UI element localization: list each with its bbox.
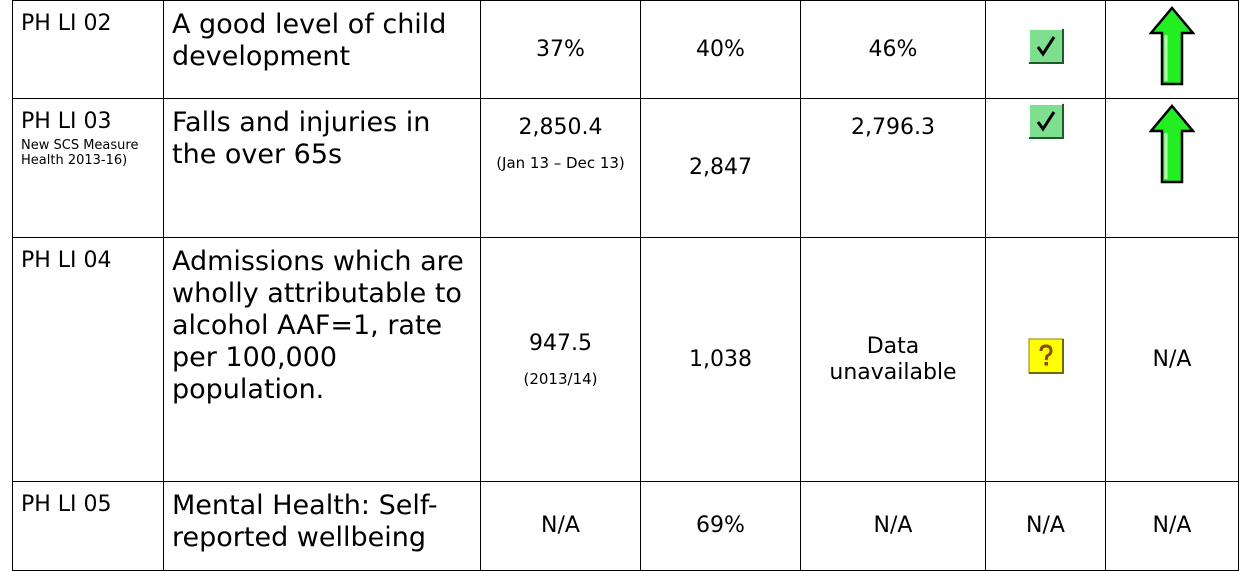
cell-text: 37%: [536, 36, 585, 62]
table-body: PH LI 02 A good level of child developmen…: [12, 0, 1239, 571]
table-cell: 2,847: [640, 98, 801, 239]
table-row: PH LI 02 A good level of child developmen…: [12, 0, 1239, 100]
cell-text: 69%: [696, 513, 745, 539]
table-cell: 69%: [640, 481, 801, 571]
table-cell: 2,796.3: [800, 98, 986, 239]
table-cell: Falls and injuries in the over 65s: [163, 98, 481, 239]
cell-text: 2,847: [689, 155, 752, 181]
table-cell: [985, 98, 1106, 239]
table-cell: PH LI 03 New SCS Measure Health 2013-16): [12, 98, 164, 239]
cell-text: N/A: [1152, 346, 1192, 372]
question-icon: [1028, 338, 1064, 375]
table-cell: [985, 0, 1106, 100]
cell-text: PH LI 05: [21, 492, 112, 518]
cell-text: 40%: [696, 36, 745, 62]
arrow-up-icon: [1148, 104, 1196, 184]
table-cell: 2,850.4 (Jan 13 – Dec 13): [480, 98, 641, 239]
check-icon: [1027, 28, 1064, 64]
cell-text: PH LI 03: [21, 109, 112, 135]
cell-note: New SCS Measure Health 2013-16): [21, 137, 139, 169]
table-cell: 46%: [800, 0, 986, 100]
table-cell: PH LI 02: [12, 0, 164, 100]
cell-text: Mental Health: Self-reported wellbeing: [172, 490, 438, 554]
check-icon: [1027, 103, 1064, 140]
table-cell: N/A: [1105, 481, 1239, 571]
table-cell: Admissions which are wholly attributable…: [163, 237, 481, 483]
table-cell: N/A: [985, 481, 1106, 571]
table-row: PH LI 03 New SCS Measure Health 2013-16) F…: [12, 98, 1239, 239]
cell-text: Admissions which are wholly attributable…: [172, 246, 464, 405]
cell-note: (Jan 13 – Dec 13): [496, 153, 625, 172]
cell-text: PH LI 04: [21, 248, 112, 274]
cell-note: (2013/14): [523, 369, 598, 388]
cell-text: N/A: [873, 513, 913, 539]
table-cell: N/A: [1105, 237, 1239, 483]
cell-text: Falls and injuries in the over 65s: [172, 107, 431, 171]
table-cell: 1,038: [640, 237, 801, 483]
table-row: PH LI 04 Admissions which are wholly attr…: [12, 237, 1239, 483]
table-cell: [1105, 0, 1239, 100]
cell-text: 2,796.3: [851, 115, 935, 141]
table-cell: 947.5 (2013/14): [480, 237, 641, 483]
kpi-table: PH LI 02 A good level of child developmen…: [12, 0, 1239, 571]
cell-text: N/A: [541, 513, 580, 539]
table-cell: 37%: [480, 0, 641, 100]
cell-text: 2,850.4: [518, 115, 603, 141]
cell-text: PH LI 02: [21, 11, 112, 36]
cell-text: 1,038: [689, 346, 752, 372]
cell-text: Data unavailable: [829, 333, 957, 385]
table-cell: [985, 237, 1106, 483]
table-cell: Mental Health: Self-reported wellbeing: [163, 481, 481, 571]
table-cell: 40%: [640, 0, 801, 100]
table-cell: PH LI 04: [12, 237, 164, 483]
cell-text: 46%: [868, 36, 918, 62]
table-cell: PH LI 05: [12, 481, 164, 571]
arrow-up-icon: [1148, 6, 1196, 86]
table-cell: A good level of child development: [163, 0, 481, 100]
table-cell: N/A: [800, 481, 986, 571]
cell-text: 947.5: [529, 331, 592, 357]
cell-text: A good level of child development: [172, 9, 447, 72]
table-row: PH LI 05 Mental Health: Self-reported wel…: [12, 481, 1239, 571]
table-cell: Data unavailable: [800, 237, 986, 483]
table-cell: N/A: [480, 481, 641, 571]
cell-text: N/A: [1152, 513, 1192, 539]
table-cell: [1105, 98, 1239, 239]
cell-text: N/A: [1026, 513, 1065, 539]
page: PH LI 02 A good level of child developmen…: [12, 0, 1239, 571]
